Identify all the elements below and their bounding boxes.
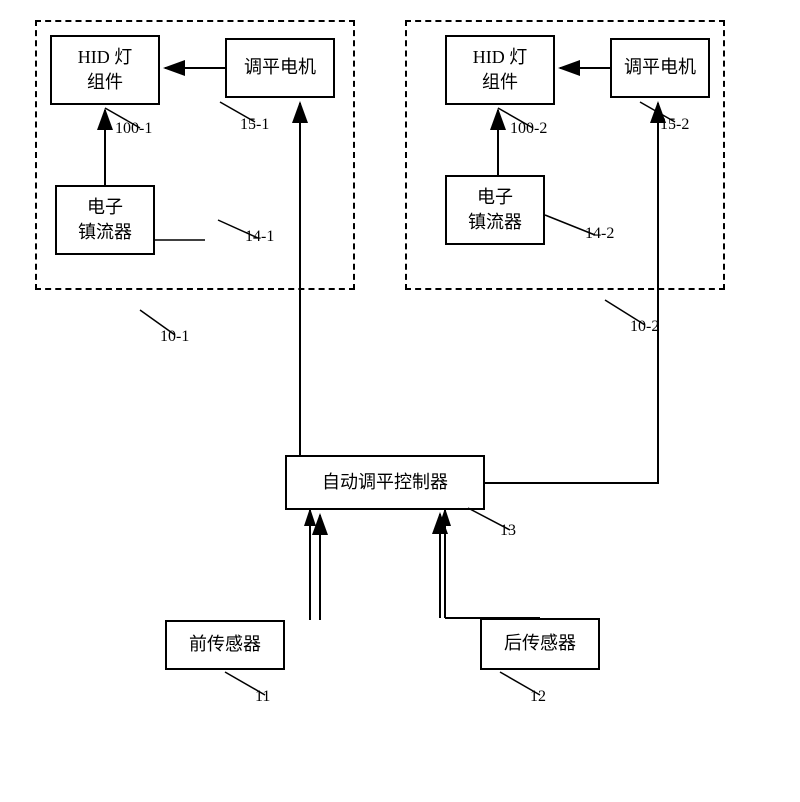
node-motor-left: 调平电机 (225, 38, 335, 98)
diagram-canvas: HID 灯组件 调平电机 电子镇流器 HID 灯组件 调平电机 电子镇流器 自动… (0, 0, 800, 802)
label-100-1: 100-1 (115, 120, 152, 138)
label-14-1: 14-1 (245, 228, 274, 246)
node-label: 自动调平控制器 (322, 470, 448, 495)
label-10-1: 10-1 (160, 328, 189, 346)
node-label: 后传感器 (504, 631, 576, 656)
node-rear-sensor: 后传感器 (480, 618, 600, 670)
node-hid-right: HID 灯组件 (445, 35, 555, 105)
label-15-2: 15-2 (660, 116, 689, 134)
node-ballast-right: 电子镇流器 (445, 175, 545, 245)
node-front-sensor: 前传感器 (165, 620, 285, 670)
label-14-2: 14-2 (585, 225, 614, 243)
label-10-2: 10-2 (630, 318, 659, 336)
node-label: 调平电机 (624, 55, 696, 80)
label-13: 13 (500, 522, 516, 540)
node-label: HID 灯组件 (78, 45, 133, 95)
node-label: 电子镇流器 (468, 185, 522, 235)
label-11: 11 (255, 688, 270, 706)
label-15-1: 15-1 (240, 116, 269, 134)
label-12: 12 (530, 688, 546, 706)
node-label: HID 灯组件 (473, 45, 528, 95)
node-label: 调平电机 (244, 55, 316, 80)
node-controller: 自动调平控制器 (285, 455, 485, 510)
node-ballast-left: 电子镇流器 (55, 185, 155, 255)
node-label: 前传感器 (189, 632, 261, 657)
label-100-2: 100-2 (510, 120, 547, 138)
node-label: 电子镇流器 (78, 195, 132, 245)
node-motor-right: 调平电机 (610, 38, 710, 98)
node-hid-left: HID 灯组件 (50, 35, 160, 105)
